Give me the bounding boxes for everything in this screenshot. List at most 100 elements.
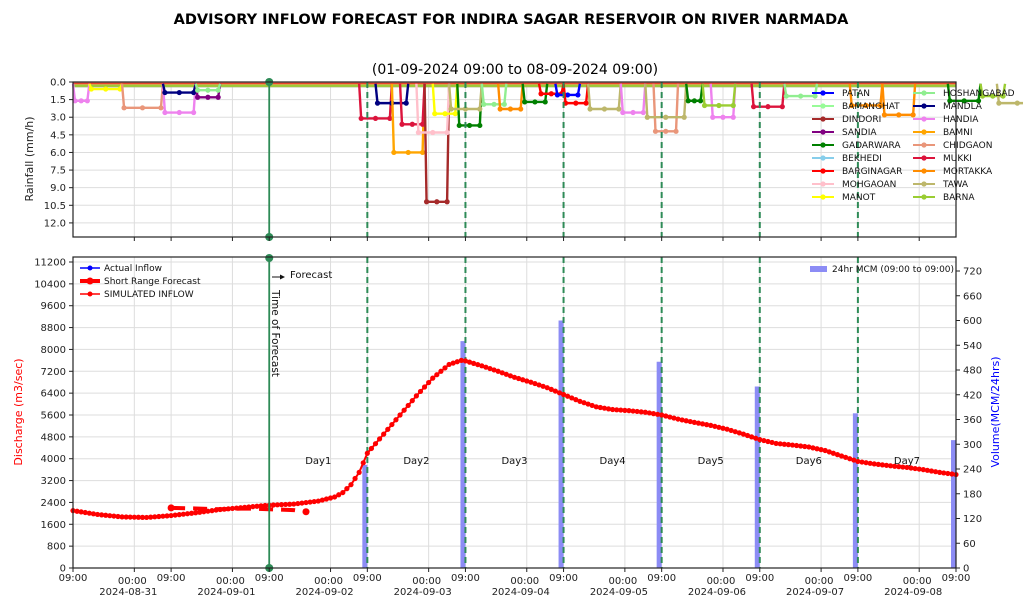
simulated-inflow-marker <box>135 514 142 520</box>
simulated-inflow-marker <box>720 425 726 431</box>
simulated-inflow-marker <box>111 513 117 519</box>
legend-marker-mukki <box>921 155 927 161</box>
rainfall-marker <box>730 102 736 109</box>
legend-marker-mortakka <box>921 168 927 174</box>
simulated-inflow-marker <box>499 370 505 376</box>
rainfall-ylabel: Rainfall (mm/h) <box>23 116 36 201</box>
simulated-inflow-marker <box>197 509 203 515</box>
simulated-inflow-marker <box>941 470 947 476</box>
simulated-inflow-marker <box>450 360 456 366</box>
simulated-inflow-marker <box>405 402 411 409</box>
rainfall-marker <box>1000 93 1006 99</box>
simulated-inflow-marker <box>744 432 751 439</box>
rainfall-marker <box>691 98 697 104</box>
simulated-inflow-marker <box>757 436 763 443</box>
discharge-ytick-label: 0 <box>60 564 66 575</box>
simulated-inflow-marker <box>863 460 869 466</box>
discharge-xtick-date: 2024-09-02 <box>295 587 353 598</box>
chart-title: ADVISORY INFLOW FORECAST FOR INDIRA SAGA… <box>174 12 850 28</box>
volume-ytick-label: 720 <box>963 267 982 278</box>
simulated-inflow-marker <box>389 421 395 428</box>
simulated-inflow-marker <box>843 454 849 460</box>
simulated-inflow-marker <box>896 464 902 470</box>
day-label: Day3 <box>501 456 527 467</box>
rainfall-marker <box>532 99 538 105</box>
simulated-inflow-marker <box>908 465 914 471</box>
rainfall-marker <box>374 100 381 106</box>
rainfall-marker <box>975 98 982 104</box>
rainfall-marker <box>783 93 789 99</box>
simulated-inflow-marker <box>826 449 832 455</box>
discharge-xtick-time: 09:00 <box>157 573 186 584</box>
rainfall-marker <box>542 99 548 105</box>
rainfall-marker <box>575 92 581 98</box>
simulated-inflow-marker <box>560 391 567 398</box>
rainfall-marker <box>616 106 622 112</box>
rainfall-marker <box>462 106 469 112</box>
discharge-frame <box>72 256 957 569</box>
simulated-inflow-marker <box>487 365 493 372</box>
rainfall-marker <box>444 129 450 136</box>
simulated-inflow-marker <box>282 501 289 508</box>
simulated-inflow-marker <box>704 422 710 428</box>
discharge-xtick-time: 09:00 <box>843 573 872 584</box>
rainfall-marker <box>716 102 722 109</box>
simulated-inflow-marker <box>646 410 653 416</box>
simulated-inflow-marker <box>143 514 150 521</box>
simulated-inflow-marker <box>892 463 898 469</box>
legend-actual-marker <box>87 265 93 271</box>
rainfall-marker <box>205 94 211 100</box>
simulated-inflow-marker <box>638 409 644 415</box>
simulated-inflow-marker <box>777 441 783 447</box>
rainfall-marker <box>78 98 84 104</box>
legend-marker-barna <box>921 194 927 200</box>
rainfall-marker <box>518 106 524 112</box>
legend-short-range-label: Short Range Forecast <box>104 277 201 287</box>
rainfall-marker <box>990 93 996 99</box>
rainfall-marker <box>961 98 967 104</box>
simulated-inflow-marker <box>544 385 550 391</box>
simulated-inflow-marker <box>515 375 522 382</box>
legend-marker-dindori <box>820 116 826 122</box>
simulated-inflow-marker <box>634 408 640 415</box>
rainfall-marker <box>415 129 421 136</box>
legend-label-patan: PATAN <box>842 89 870 99</box>
day-label: Day1 <box>305 456 331 467</box>
simulated-inflow-marker <box>928 468 935 474</box>
simulated-inflow-marker <box>119 514 125 520</box>
rainfall-marker <box>391 149 397 156</box>
legend-label-mohgaoan: MOHGAOAN <box>842 180 896 190</box>
rainfall-marker <box>1014 100 1020 106</box>
simulated-inflow-marker <box>131 514 137 520</box>
simulated-inflow-marker <box>552 388 558 394</box>
simulated-inflow-marker <box>659 412 665 418</box>
legend-marker-bekhedi <box>820 155 826 161</box>
simulated-inflow-marker <box>340 489 346 496</box>
rainfall-marker <box>191 89 197 96</box>
rainfall-marker <box>419 121 426 127</box>
rainfall-marker <box>403 100 409 106</box>
legend-label-tawa: TAWA <box>942 180 969 190</box>
simulated-inflow-marker <box>364 450 370 456</box>
rainfall-marker <box>103 86 109 92</box>
rainfall-marker <box>191 109 197 116</box>
legend-label-bekhedi: BEKHEDI <box>842 154 882 164</box>
rainfall-marker <box>430 129 436 136</box>
discharge-xtick-time: 09:00 <box>745 573 774 584</box>
rainfall-marker <box>405 149 411 156</box>
discharge-ylabel: Discharge (m3/sec) <box>12 358 25 465</box>
rainfall-marker <box>205 87 211 93</box>
rainfall-marker <box>466 122 473 129</box>
rainfall-marker <box>72 98 78 104</box>
simulated-inflow-marker <box>417 388 424 395</box>
legend-marker-hoshangabad <box>921 90 927 96</box>
rainfall-marker <box>701 102 708 109</box>
volume-bar <box>558 320 564 568</box>
simulated-inflow-marker <box>238 505 244 511</box>
rainfall-marker <box>652 128 659 134</box>
rainfall-marker <box>522 99 528 105</box>
volume-ytick-label: 240 <box>963 465 982 476</box>
simulated-inflow-marker <box>205 508 211 514</box>
discharge-xtick-time: 00:00 <box>510 576 539 587</box>
simulated-inflow-marker <box>94 511 101 518</box>
